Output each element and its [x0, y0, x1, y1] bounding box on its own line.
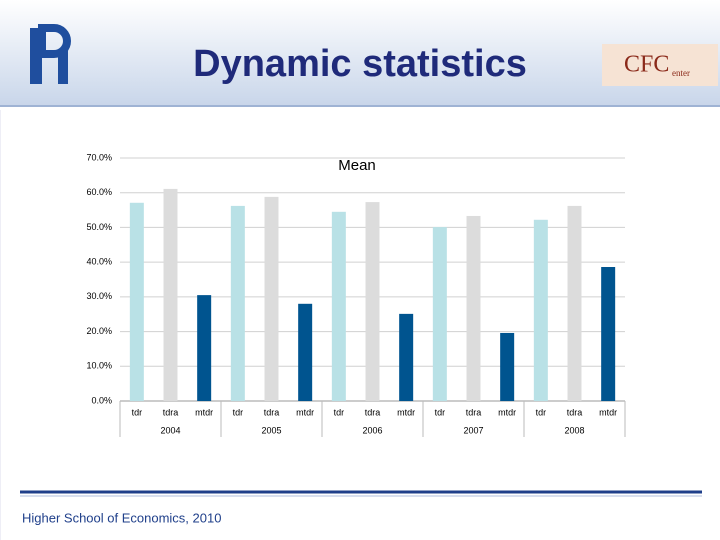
bar	[331, 211, 346, 401]
x-tick-label: tdra	[365, 407, 381, 417]
x-tick-label: mtdr	[296, 407, 314, 417]
y-tick-label: 10.0%	[86, 361, 112, 371]
y-tick-label: 60.0%	[86, 187, 112, 197]
bar	[264, 196, 279, 401]
x-tick-label: tdra	[567, 407, 583, 417]
x-group-label: 2007	[463, 425, 483, 435]
y-tick-label: 30.0%	[86, 291, 112, 301]
y-tick-label: 40.0%	[86, 257, 112, 267]
bar	[601, 267, 616, 401]
x-tick-label: tdra	[466, 407, 482, 417]
bar	[432, 227, 447, 401]
footer-text: Higher School of Economics, 2010	[22, 510, 221, 525]
bar	[365, 202, 380, 401]
x-group-label: 2004	[160, 425, 180, 435]
bar	[500, 332, 515, 401]
y-tick-label: 50.0%	[86, 222, 112, 232]
logo-right: CFC	[624, 52, 669, 78]
x-group-label: 2005	[261, 425, 281, 435]
logo-right-bg	[602, 44, 718, 86]
y-tick-label: 70.0%	[86, 152, 112, 162]
bar	[533, 219, 548, 401]
x-tick-label: mtdr	[195, 407, 213, 417]
bar	[567, 205, 582, 401]
header-bg	[0, 0, 720, 105]
x-tick-label: tdra	[264, 407, 280, 417]
x-tick-label: tdr	[233, 407, 244, 417]
x-group-label: 2008	[564, 425, 584, 435]
x-tick-label: tdr	[536, 407, 547, 417]
bar	[197, 295, 212, 401]
y-tick-label: 20.0%	[86, 326, 112, 336]
y-tick-label: 0.0%	[91, 395, 112, 405]
x-tick-label: tdr	[435, 407, 446, 417]
x-tick-label: mtdr	[599, 407, 617, 417]
logo-left	[30, 24, 71, 84]
bar	[230, 205, 245, 401]
slide-title: Dynamic statistics	[193, 43, 527, 85]
x-group-label: 2006	[362, 425, 382, 435]
bar	[298, 303, 313, 401]
x-tick-label: tdra	[163, 407, 179, 417]
bar	[129, 202, 144, 401]
x-tick-label: tdr	[334, 407, 345, 417]
bar	[466, 215, 481, 401]
bar	[399, 313, 414, 401]
x-tick-label: mtdr	[498, 407, 516, 417]
bar	[163, 188, 178, 401]
logo-right-sub: enter	[672, 68, 690, 78]
x-tick-label: mtdr	[397, 407, 415, 417]
x-tick-label: tdr	[132, 407, 143, 417]
chart-title: Mean	[338, 157, 376, 174]
